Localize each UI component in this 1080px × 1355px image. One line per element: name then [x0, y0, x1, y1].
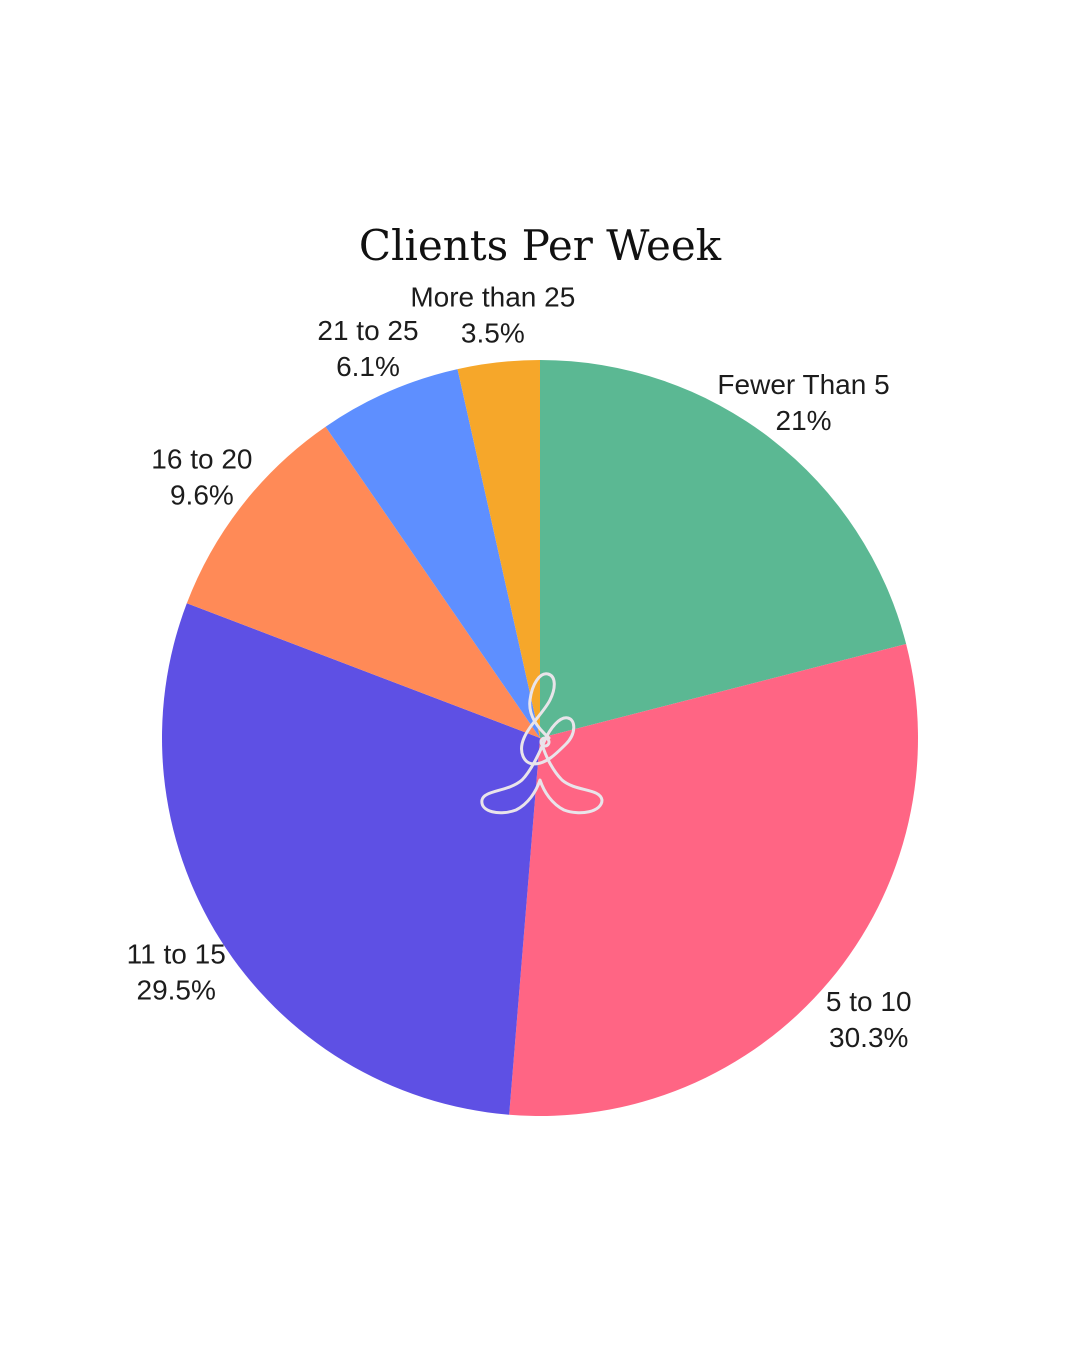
pie-slice-more-than-25 — [457, 360, 540, 738]
pie-labels: Fewer Than 5 21% 5 to 10 30.3% 11 to 15 29.5%… — [127, 282, 912, 1054]
slice-percent-label: 29.5% — [137, 974, 216, 1005]
pie-slice-5-to-10 — [509, 643, 918, 1116]
slice-category-label: Fewer Than 5 — [717, 369, 889, 400]
pie-slice-fewer-than-5 — [540, 360, 907, 738]
logo-figure-path — [480, 672, 604, 815]
pie-slice-16-to-20 — [186, 426, 540, 738]
pie-slice-21-to-25 — [325, 369, 540, 738]
slice-percent-label: 21% — [776, 405, 832, 436]
logo-dot — [539, 736, 551, 748]
infinity-figure-logo — [480, 672, 604, 815]
slice-category-label: 5 to 10 — [826, 986, 912, 1017]
pie-slice-11-to-15 — [161, 603, 540, 1115]
slice-label-more-than-25: More than 25 3.5% — [410, 282, 575, 349]
slice-label-fewer-than-5: Fewer Than 5 21% — [717, 369, 889, 436]
slice-label-5-to-10: 5 to 10 30.3% — [826, 986, 912, 1053]
slice-percent-label: 9.6% — [170, 479, 234, 510]
slice-label-16-to-20: 16 to 20 9.6% — [151, 443, 252, 510]
slice-percent-label: 6.1% — [336, 351, 400, 382]
slice-percent-label: 30.3% — [829, 1022, 908, 1053]
slice-category-label: 11 to 15 — [127, 938, 226, 969]
slice-label-11-to-15: 11 to 15 29.5% — [127, 938, 226, 1005]
slice-category-label: More than 25 — [410, 282, 575, 313]
slice-category-label: 21 to 25 — [317, 315, 418, 346]
slice-label-21-to-25: 21 to 25 6.1% — [317, 315, 418, 382]
chart-title: Clients Per Week — [359, 221, 722, 270]
slice-percent-label: 3.5% — [461, 318, 525, 349]
slice-category-label: 16 to 20 — [151, 443, 252, 474]
pie-slices — [161, 360, 918, 1116]
